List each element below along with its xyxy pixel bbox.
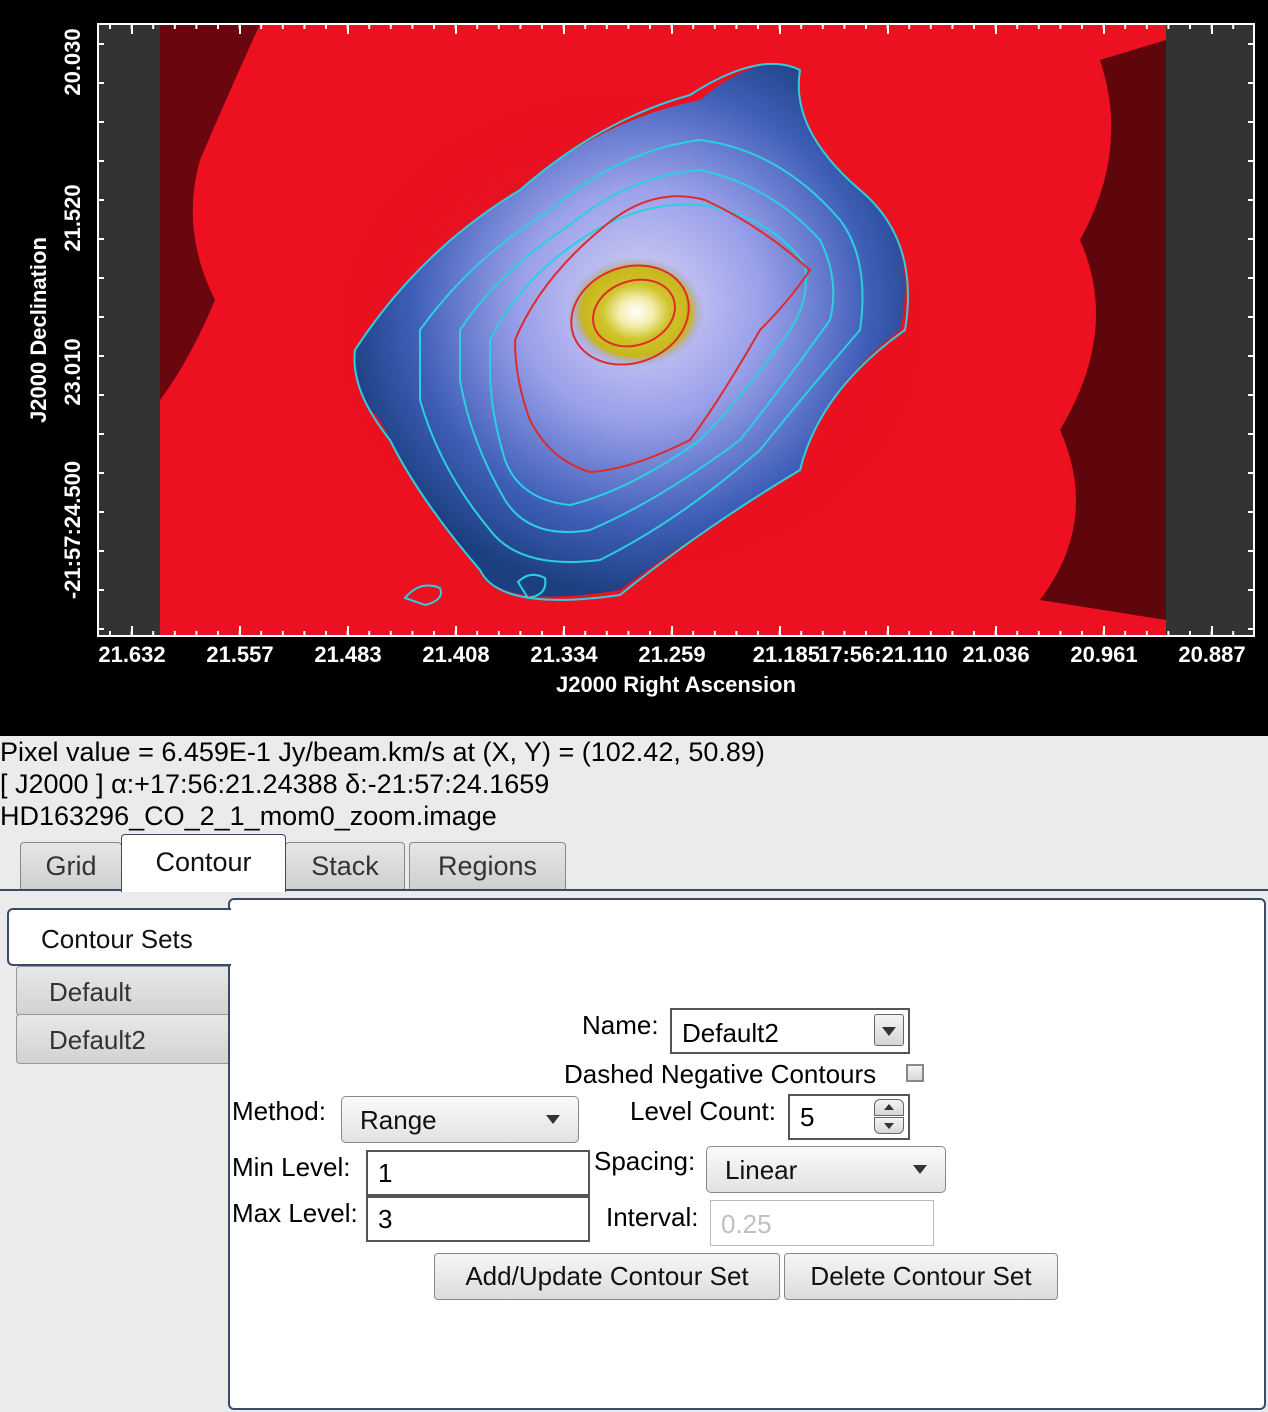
moment-map-plot[interactable]: 21.632 21.557 21.483 21.408 21.334 21.259 21.1… <box>0 0 1268 736</box>
x-tick-label: 21.483 <box>314 642 381 667</box>
image-viewer[interactable]: 21.632 21.557 21.483 21.408 21.334 21.259 21.1… <box>0 0 1268 736</box>
x-tick-label: 17:56:21.110 <box>818 642 948 667</box>
x-axis-label: J2000 Right Ascension <box>556 672 796 697</box>
x-tick-label: 21.259 <box>638 642 705 667</box>
tab-stack[interactable]: Stack <box>285 842 405 890</box>
contour-core-1 <box>570 264 690 366</box>
spinner-up-icon[interactable] <box>874 1099 904 1116</box>
image-filename: HD163296_CO_2_1_mom0_zoom.image <box>0 801 497 831</box>
x-tick-label: 20.961 <box>1070 642 1137 667</box>
method-select[interactable]: Range <box>341 1096 579 1143</box>
max-level-input[interactable]: 3 <box>366 1196 590 1242</box>
dashed-negative-label: Dashed Negative Contours <box>564 1059 877 1089</box>
delete-contour-set-button[interactable]: Delete Contour Set <box>784 1253 1058 1300</box>
y-axis-label: J2000 Declination <box>26 237 51 423</box>
level-count-label: Level Count: <box>630 1096 776 1126</box>
tab-regions[interactable]: Regions <box>409 842 566 890</box>
add-update-contour-set-button[interactable]: Add/Update Contour Set <box>434 1253 780 1300</box>
y-tick-label: 21.520 <box>60 184 85 251</box>
method-label: Method: <box>232 1096 326 1126</box>
y-tick-label: 23.010 <box>60 338 85 405</box>
dark-noise-right <box>1040 40 1166 620</box>
method-value: Range <box>360 1105 437 1135</box>
level-count-spinner[interactable]: 5 <box>788 1094 910 1140</box>
chevron-down-icon <box>546 1115 560 1124</box>
pixel-value-readout: Pixel value = 6.459E-1 Jy/beam.km/s at (… <box>0 737 765 767</box>
dark-noise-left <box>160 24 260 400</box>
chevron-down-icon <box>913 1165 927 1174</box>
contour-level-1 <box>353 62 909 601</box>
level-count-value: 5 <box>800 1102 815 1132</box>
x-tick-label: 20.887 <box>1178 642 1245 667</box>
interval-label: Interval: <box>606 1202 699 1232</box>
x-tick-label: 21.036 <box>962 642 1029 667</box>
spacing-label: Spacing: <box>594 1146 696 1176</box>
min-level-input[interactable]: 1 <box>366 1150 590 1196</box>
y-tick-label: -21:57:24.500 <box>60 461 85 599</box>
interval-input: 0.25 <box>710 1200 934 1246</box>
core-emission <box>568 257 704 367</box>
spinner-down-icon[interactable] <box>874 1117 904 1134</box>
contour-set-default2[interactable]: Default2 <box>16 1014 228 1064</box>
name-select[interactable]: Default2 <box>670 1008 910 1054</box>
contour-small-1 <box>403 584 442 607</box>
plot-frame <box>97 23 1255 637</box>
contour-set-default[interactable]: Default <box>16 966 228 1016</box>
contour-level-5 <box>513 195 812 474</box>
name-value: Default2 <box>682 1018 779 1048</box>
contour-level-3 <box>459 168 835 533</box>
tab-grid[interactable]: Grid <box>20 842 122 890</box>
x-tick-label: 21.185 <box>753 642 820 667</box>
contour-small-2 <box>516 573 547 600</box>
name-label: Name: <box>582 1010 659 1040</box>
spacing-value: Linear <box>725 1155 798 1185</box>
max-level-label: Max Level: <box>232 1198 358 1228</box>
axis-ticks <box>98 24 1254 636</box>
x-tick-label: 21.557 <box>206 642 273 667</box>
chevron-down-icon[interactable] <box>874 1014 904 1046</box>
contour-level-2 <box>419 138 864 563</box>
y-tick-labels: 20.030 21.520 23.010 -21:57:24.500 <box>60 28 85 599</box>
dashed-negative-checkbox[interactable] <box>906 1064 924 1082</box>
contour-core-2 <box>592 278 676 348</box>
y-tick-label: 20.030 <box>60 28 85 95</box>
min-level-label: Min Level: <box>232 1152 351 1182</box>
tab-divider <box>0 889 1268 891</box>
x-tick-label: 21.334 <box>530 642 598 667</box>
contour-sets-header[interactable]: Contour Sets <box>7 908 231 966</box>
x-tick-labels: 21.632 21.557 21.483 21.408 21.334 21.259 21.1… <box>98 642 1245 667</box>
x-tick-label: 21.632 <box>98 642 165 667</box>
coordinate-readout: [ J2000 ] α:+17:56:21.24388 δ:-21:57:24.… <box>0 769 550 799</box>
x-tick-label: 21.408 <box>422 642 489 667</box>
tab-contour[interactable]: Contour <box>121 834 286 892</box>
spacing-select[interactable]: Linear <box>706 1146 946 1193</box>
